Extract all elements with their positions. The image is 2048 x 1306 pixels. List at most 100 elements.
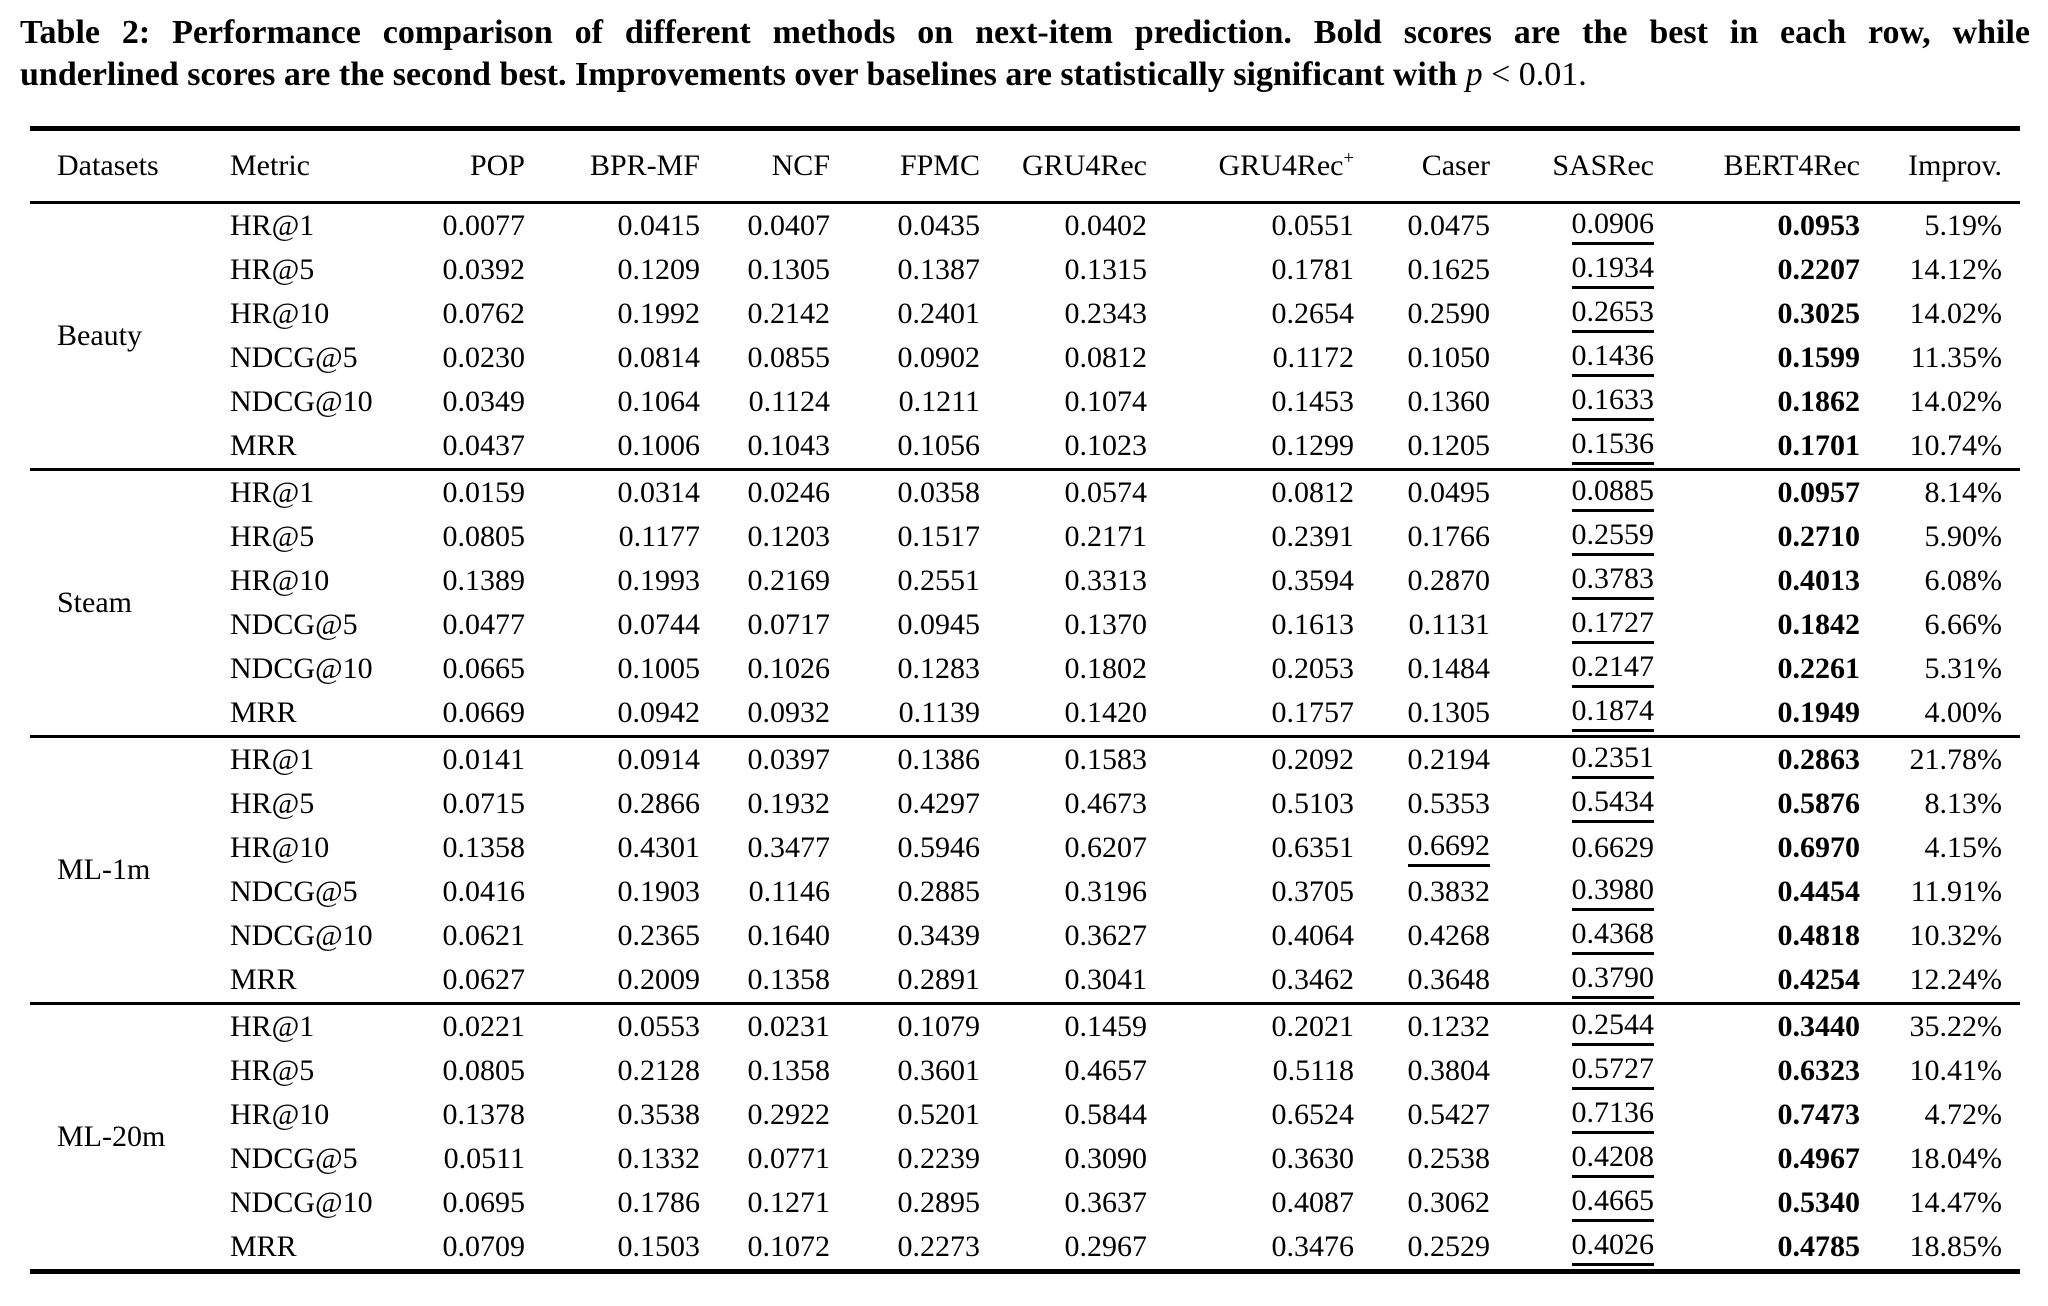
value-cell: 0.0627 <box>442 963 526 996</box>
dataset-label-beauty: Beauty <box>57 319 142 352</box>
table-row: HR@10 0.0762 0.1992 0.2142 0.2401 0.2343 0.265… <box>30 292 2020 336</box>
value-cell: 0.1005 <box>617 652 701 685</box>
value-cell: 0.0551 <box>1271 209 1355 242</box>
table-row: NDCG@5 0.0230 0.0814 0.0855 0.0902 0.0812 0.11… <box>30 336 2020 380</box>
value-cell: 0.1203 <box>747 520 831 553</box>
metric-cell-hr-1: HR@1 <box>230 209 315 242</box>
value-cell: 0.1459 <box>980 1002 1147 1049</box>
value-cell: 0.1640 <box>747 919 831 952</box>
table-row: HR@5 0.0392 0.1209 0.1305 0.1387 0.1315 0.1781… <box>30 248 2020 292</box>
best-value-cell: 0.2261 <box>1777 652 1861 685</box>
value-cell: 0.0495 <box>1354 468 1490 515</box>
second-best-value: 0.4026 <box>1571 1229 1654 1266</box>
value-cell: 0.2365 <box>617 919 701 952</box>
second-best-value-cell: 0.1727 <box>1490 603 1654 647</box>
value-cell: 0.2021 <box>1147 1002 1354 1049</box>
improv-cell: 18.04% <box>1909 1142 2003 1175</box>
metric-cell-mrr: MRR <box>230 1230 297 1263</box>
best-value-cell: 0.0953 <box>1777 209 1861 242</box>
column-header-fpmc: FPMC <box>830 128 980 204</box>
metric-cell-ndcg-10: NDCG@10 <box>230 652 373 685</box>
value-cell: 0.1766 <box>1407 520 1491 553</box>
best-value-cell: 0.2710 <box>1777 520 1861 553</box>
value-cell: 0.2128 <box>617 1054 701 1087</box>
value-cell: 0.1992 <box>617 297 701 330</box>
value-cell: 0.1781 <box>1271 253 1355 286</box>
best-value-cell: 0.4818 <box>1777 919 1861 952</box>
value-cell: 0.0349 <box>442 385 526 418</box>
best-value-cell: 0.6323 <box>1777 1054 1861 1087</box>
column-header-ncf: NCF <box>700 128 830 204</box>
table-row: Beauty HR@1 0.0077 0.0415 0.0407 0.0435 0.0402… <box>30 203 2020 352</box>
value-cell: 0.0621 <box>442 919 526 952</box>
table-caption: Table 2: Performance comparison of diffe… <box>20 12 2030 96</box>
best-value-cell: 0.1701 <box>1777 429 1861 462</box>
value-cell: 0.3538 <box>617 1098 701 1131</box>
value-cell: 0.1358 <box>747 963 831 996</box>
column-header-gru4rec: GRU4Rec <box>980 128 1147 204</box>
metric-cell-mrr: MRR <box>230 429 297 462</box>
value-cell: 0.0945 <box>897 608 981 641</box>
dataset-label-ml-20m: ML-20m <box>30 1002 230 1272</box>
improv-cell: 5.19% <box>1924 209 2003 242</box>
value-cell: 0.2529 <box>1407 1230 1491 1263</box>
table-row: MRR 0.0709 0.1503 0.1072 0.2273 0.2967 0.3476 0… <box>30 1225 2020 1272</box>
value-cell: 0.1802 <box>1064 652 1148 685</box>
improv-cell: 10.32% <box>1909 919 2003 952</box>
value-cell: 0.0902 <box>897 341 981 374</box>
second-best-value: 0.2653 <box>1571 296 1654 333</box>
value-cell: 0.0553 <box>525 1002 700 1049</box>
table-row: ML-1m HR@1 0.0141 0.0914 0.0397 0.1386 0.1583 0… <box>30 735 2020 1004</box>
best-value-cell: 0.4785 <box>1777 1230 1861 1263</box>
value-cell: 0.1283 <box>897 652 981 685</box>
second-best-value-cell: 0.7136 <box>1490 1093 1654 1137</box>
table-body: Beauty HR@1 0.0077 0.0415 0.0407 0.0435 0.0402… <box>30 203 2020 1272</box>
value-cell: 0.2895 <box>897 1186 981 1219</box>
improv-cell: 14.02% <box>1909 385 2003 418</box>
value-cell: 0.0762 <box>442 297 526 330</box>
second-best-value: 0.2147 <box>1571 651 1654 688</box>
value-cell: 0.1232 <box>1354 1002 1490 1049</box>
second-best-value-cell: 0.6692 <box>1354 826 1490 870</box>
improv-cell: 4.72% <box>1924 1098 2003 1131</box>
value-cell: 0.1271 <box>747 1186 831 1219</box>
best-value-cell: 0.3025 <box>1777 297 1861 330</box>
improv-cell: 8.14% <box>1860 468 2020 515</box>
best-value-cell: 0.2863 <box>1654 735 1860 782</box>
second-best-value: 0.2351 <box>1571 742 1654 779</box>
improv-cell: 18.85% <box>1909 1230 2003 1263</box>
value-cell: 0.3832 <box>1407 875 1491 908</box>
value-cell: 0.4657 <box>1064 1054 1148 1087</box>
value-cell: 0.1139 <box>898 696 980 729</box>
second-best-value-cell: 0.0885 <box>1490 468 1654 515</box>
value-cell: 0.2171 <box>1064 520 1148 553</box>
second-best-value: 0.1536 <box>1571 428 1654 465</box>
metric-cell-ndcg-10: NDCG@10 <box>230 1186 373 1219</box>
improv-cell: 14.47% <box>1909 1186 2003 1219</box>
value-cell: 0.0077 <box>442 209 526 242</box>
value-cell: 0.3648 <box>1407 963 1491 996</box>
best-value-cell: 0.1862 <box>1777 385 1861 418</box>
second-best-value-cell: 0.2653 <box>1490 292 1654 336</box>
table-row: NDCG@10 0.0695 0.1786 0.1271 0.2895 0.3637 0.4… <box>30 1181 2020 1225</box>
value-cell: 0.2654 <box>1271 297 1355 330</box>
value-cell: 0.1064 <box>617 385 701 418</box>
metric-cell-hr-5: HR@5 <box>230 1054 315 1087</box>
value-cell: 0.1389 <box>442 564 526 597</box>
table-row: NDCG@10 0.0665 0.1005 0.1026 0.1283 0.1802 0.2… <box>30 647 2020 691</box>
improv-cell: 4.00% <box>1924 696 2003 729</box>
value-cell: 0.2273 <box>897 1230 981 1263</box>
second-best-value: 0.2544 <box>1571 1009 1654 1046</box>
second-best-value: 0.4665 <box>1571 1185 1654 1222</box>
value-cell: 0.0230 <box>442 341 526 374</box>
value-cell: 0.0695 <box>442 1186 526 1219</box>
column-header-bert4rec: BERT4Rec <box>1654 128 1860 204</box>
metric-cell-hr-1: HR@1 <box>230 468 430 515</box>
value-cell: 0.1146 <box>748 875 830 908</box>
column-header-metric: Metric <box>230 128 430 204</box>
value-cell: 0.0437 <box>442 429 526 462</box>
value-cell: 0.0511 <box>443 1142 525 1175</box>
value-cell: 0.1370 <box>1064 608 1148 641</box>
value-cell: 0.5427 <box>1407 1098 1491 1131</box>
value-cell: 0.0314 <box>525 468 700 515</box>
